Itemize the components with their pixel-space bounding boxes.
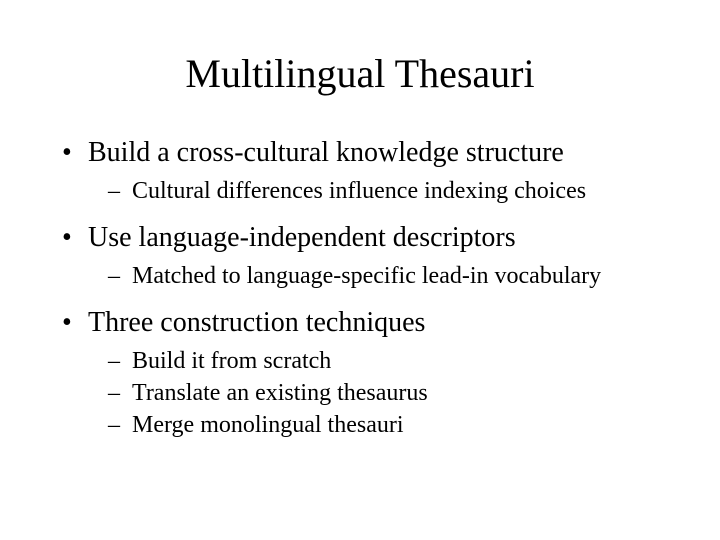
slide-title: Multilingual Thesauri [40,50,680,97]
bullet-level2: Merge monolingual thesauri [40,410,680,440]
bullet-level2: Cultural differences influence indexing … [40,176,680,206]
bullet-level1: Build a cross-cultural knowledge structu… [40,135,680,170]
bullet-level1: Three construction techniques [40,305,680,340]
bullet-level2: Translate an existing thesaurus [40,378,680,408]
bullet-level2: Build it from scratch [40,346,680,376]
bullet-level1: Use language-independent descriptors [40,220,680,255]
bullet-group-1: Build a cross-cultural knowledge structu… [40,135,680,206]
bullet-group-3: Three construction techniques Build it f… [40,305,680,440]
bullet-group-2: Use language-independent descriptors Mat… [40,220,680,291]
bullet-level2: Matched to language-specific lead-in voc… [40,261,680,291]
slide: Multilingual Thesauri Build a cross-cult… [0,0,720,540]
